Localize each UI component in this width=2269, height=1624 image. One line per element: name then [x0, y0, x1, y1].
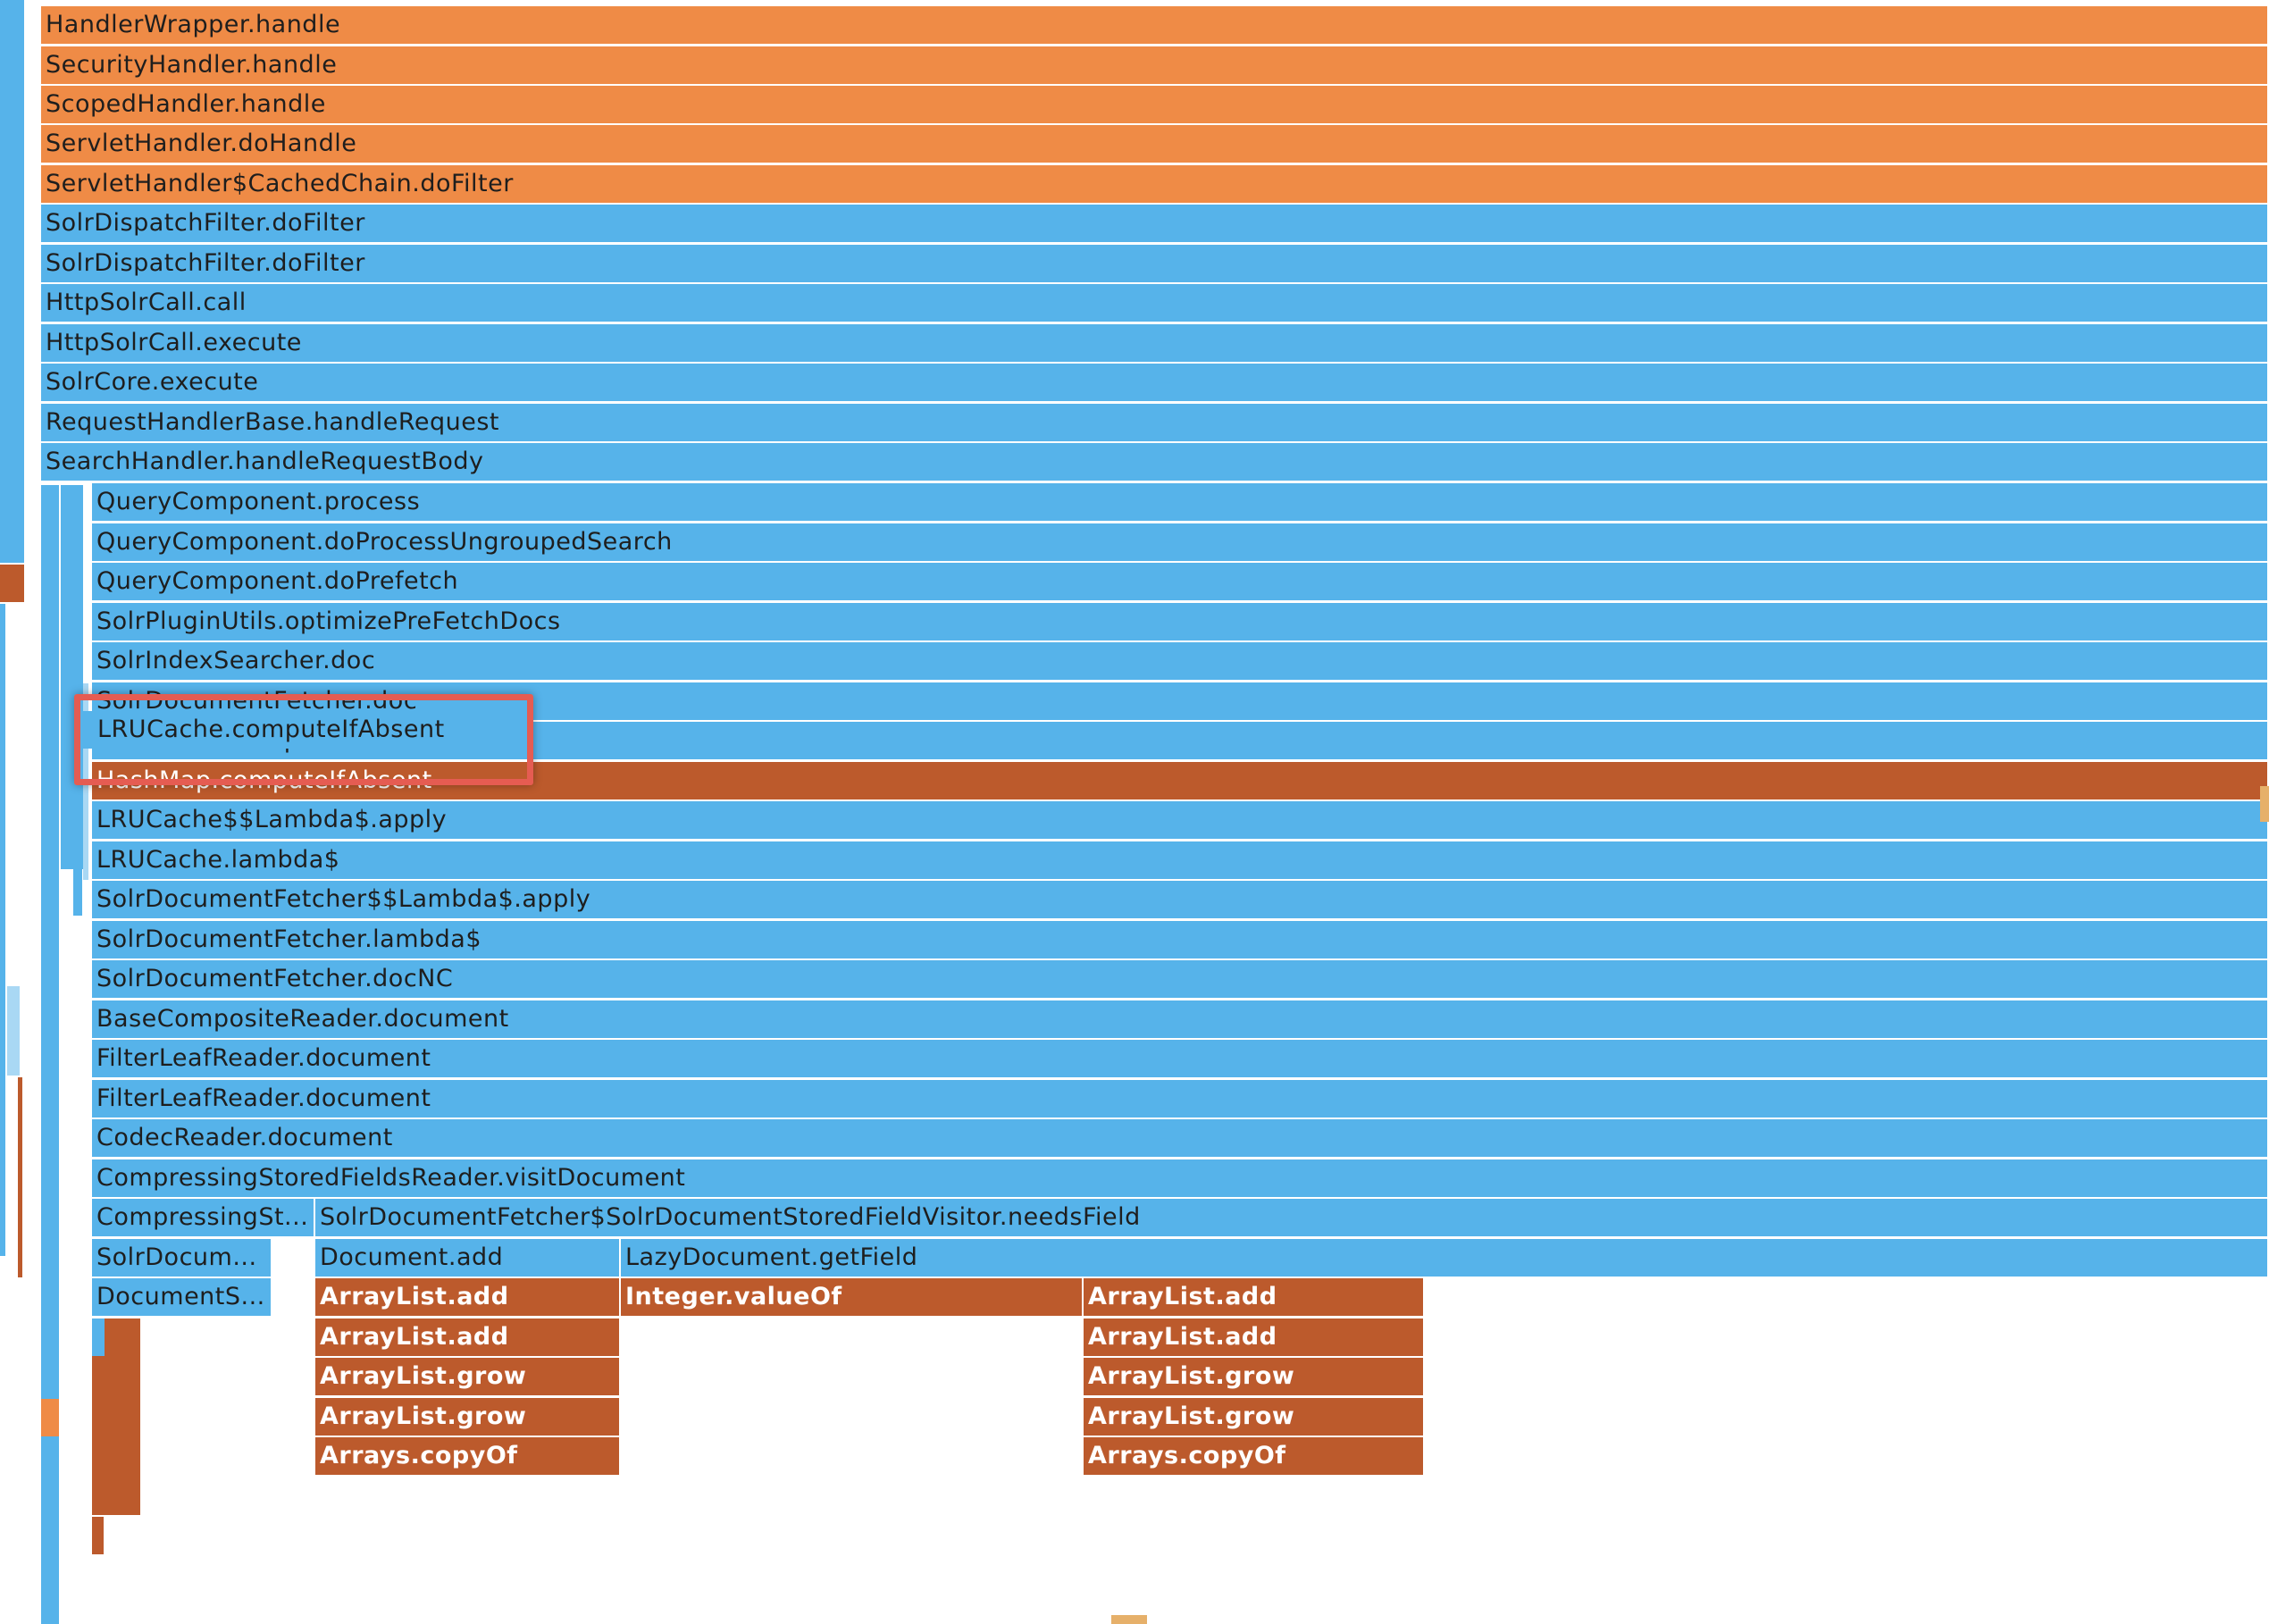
- frame-integer-valueof[interactable]: Integer.valueOf: [621, 1278, 1084, 1316]
- frame-compressingst-truncated[interactable]: CompressingSt...: [92, 1199, 315, 1236]
- left-stripe-mid: [0, 325, 24, 563]
- frame-arraylist-add-b1[interactable]: ArrayList.add: [1084, 1278, 1425, 1316]
- frame-arraylist-grow-b1[interactable]: ArrayList.grow: [1084, 1358, 1425, 1395]
- frame-lazydocument-getfield[interactable]: LazyDocument.getField: [621, 1239, 2269, 1277]
- left-stripe-pale: [7, 986, 20, 1076]
- edge-tick: [2260, 786, 2269, 822]
- frame-httpsolrcall-execute[interactable]: HttpSolrCall.execute: [41, 324, 2269, 362]
- frame-servlethandler-dohandle[interactable]: ServletHandler.doHandle: [41, 125, 2269, 163]
- left-stripe-top: [0, 0, 24, 325]
- frame-scopedhandler-handle[interactable]: ScopedHandler.handle: [41, 86, 2269, 123]
- frame-codecreader-document[interactable]: CodecReader.document: [92, 1119, 2269, 1157]
- frame-servlethandler-cachedchain-dofilter[interactable]: ServletHandler$CachedChain.doFilter: [41, 165, 2269, 203]
- frame-compressingstoredfieldsreader-visitdocument[interactable]: CompressingStoredFieldsReader.visitDocum…: [92, 1159, 2269, 1197]
- frame-handlerwrapper-handle[interactable]: HandlerWrapper.handle: [41, 6, 2269, 44]
- frame-solrdocumentfetcher-lambda[interactable]: SolrDocumentFetcher.lambda$: [92, 921, 2269, 958]
- col-stripe-rust-2: [92, 1517, 104, 1554]
- frame-solrdocum-truncated[interactable]: SolrDocum...: [92, 1239, 272, 1277]
- frame-document-add[interactable]: Document.add: [315, 1239, 621, 1277]
- frame-solrdispatchfilter-dofilter-1[interactable]: SolrDispatchFilter.doFilter: [41, 205, 2269, 242]
- frame-searchhandler-handlerequestbody[interactable]: SearchHandler.handleRequestBody: [41, 443, 2269, 481]
- frame-hashmap-computeifabsent[interactable]: HashMap.computeIfAbsent: [92, 762, 2269, 799]
- left-stripe-thin: [18, 1077, 22, 1277]
- frame-querycomponent-doprocessungroupedsearch[interactable]: QueryComponent.doProcessUngroupedSearch: [92, 523, 2269, 561]
- frame-querycomponent-doprefetch[interactable]: QueryComponent.doPrefetch: [92, 563, 2269, 600]
- frame-documents-truncated[interactable]: DocumentS...: [92, 1278, 272, 1316]
- frame-arrays-copyof-a[interactable]: Arrays.copyOf: [315, 1437, 621, 1475]
- frame-solrdispatchfilter-dofilter-2[interactable]: SolrDispatchFilter.doFilter: [41, 245, 2269, 282]
- frame-httpsolrcall-call[interactable]: HttpSolrCall.call: [41, 284, 2269, 322]
- frame-filterleafreader-document-1[interactable]: FilterLeafReader.document: [92, 1040, 2269, 1077]
- col-stripe-pale: [83, 683, 88, 880]
- frame-arraylist-add-a1[interactable]: ArrayList.add: [315, 1278, 621, 1316]
- left-stripe-lower: [0, 604, 5, 1256]
- frame-solrcore-execute[interactable]: SolrCore.execute: [41, 364, 2269, 401]
- col-stripe-orange: [41, 1399, 59, 1436]
- col-stripe-3: [73, 683, 82, 916]
- frame-arrays-copyof-b[interactable]: Arrays.copyOf: [1084, 1437, 1425, 1475]
- frame-solrdocumentfetcher-doc[interactable]: SolrDocumentFetcher.doc: [92, 682, 2269, 720]
- frame-arraylist-add-b2[interactable]: ArrayList.add: [1084, 1318, 1425, 1356]
- frame-arraylist-grow-a2[interactable]: ArrayList.grow: [315, 1398, 621, 1436]
- frame-storedfieldvisitor-needsfield[interactable]: SolrDocumentFetcher$SolrDocumentStoredFi…: [315, 1199, 2269, 1236]
- col-stripe-1: [41, 485, 59, 1624]
- col-stripe-blue-small: [92, 1318, 105, 1356]
- frame-solrdocumentfetcher-docnc[interactable]: SolrDocumentFetcher.docNC: [92, 960, 2269, 998]
- frame-requesthandlerbase-handlerequest[interactable]: RequestHandlerBase.handleRequest: [41, 404, 2269, 441]
- frame-securityhandler-handle[interactable]: SecurityHandler.handle: [41, 46, 2269, 84]
- frame-arraylist-grow-a1[interactable]: ArrayList.grow: [315, 1358, 621, 1395]
- frame-lrucache-lambda[interactable]: LRUCache.lambda$: [92, 841, 2269, 879]
- left-stripe-rust: [0, 565, 24, 602]
- frame-basecompositereader-document[interactable]: BaseCompositeReader.document: [92, 1000, 2269, 1038]
- frame-lrucache-lambda-apply[interactable]: LRUCache$$Lambda$.apply: [92, 801, 2269, 839]
- frame-querycomponent-process[interactable]: QueryComponent.process: [92, 483, 2269, 521]
- frame-arraylist-add-a2[interactable]: ArrayList.add: [315, 1318, 621, 1356]
- frame-solrpluginutils-optimizeprefetchdocs[interactable]: SolrPluginUtils.optimizePreFetchDocs: [92, 603, 2269, 640]
- frame-arraylist-grow-b2[interactable]: ArrayList.grow: [1084, 1398, 1425, 1436]
- frame-solrdocumentfetcher-lambda-apply[interactable]: SolrDocumentFetcher$$Lambda$.apply: [92, 881, 2269, 918]
- frame-lrucache-computeifabsent[interactable]: LRUCache.computeIfAbsent: [92, 722, 2269, 759]
- scroll-tick: [1111, 1615, 1147, 1624]
- frame-filterleafreader-document-2[interactable]: FilterLeafReader.document: [92, 1080, 2269, 1118]
- frame-solrindexsearcher-doc[interactable]: SolrIndexSearcher.doc: [92, 642, 2269, 680]
